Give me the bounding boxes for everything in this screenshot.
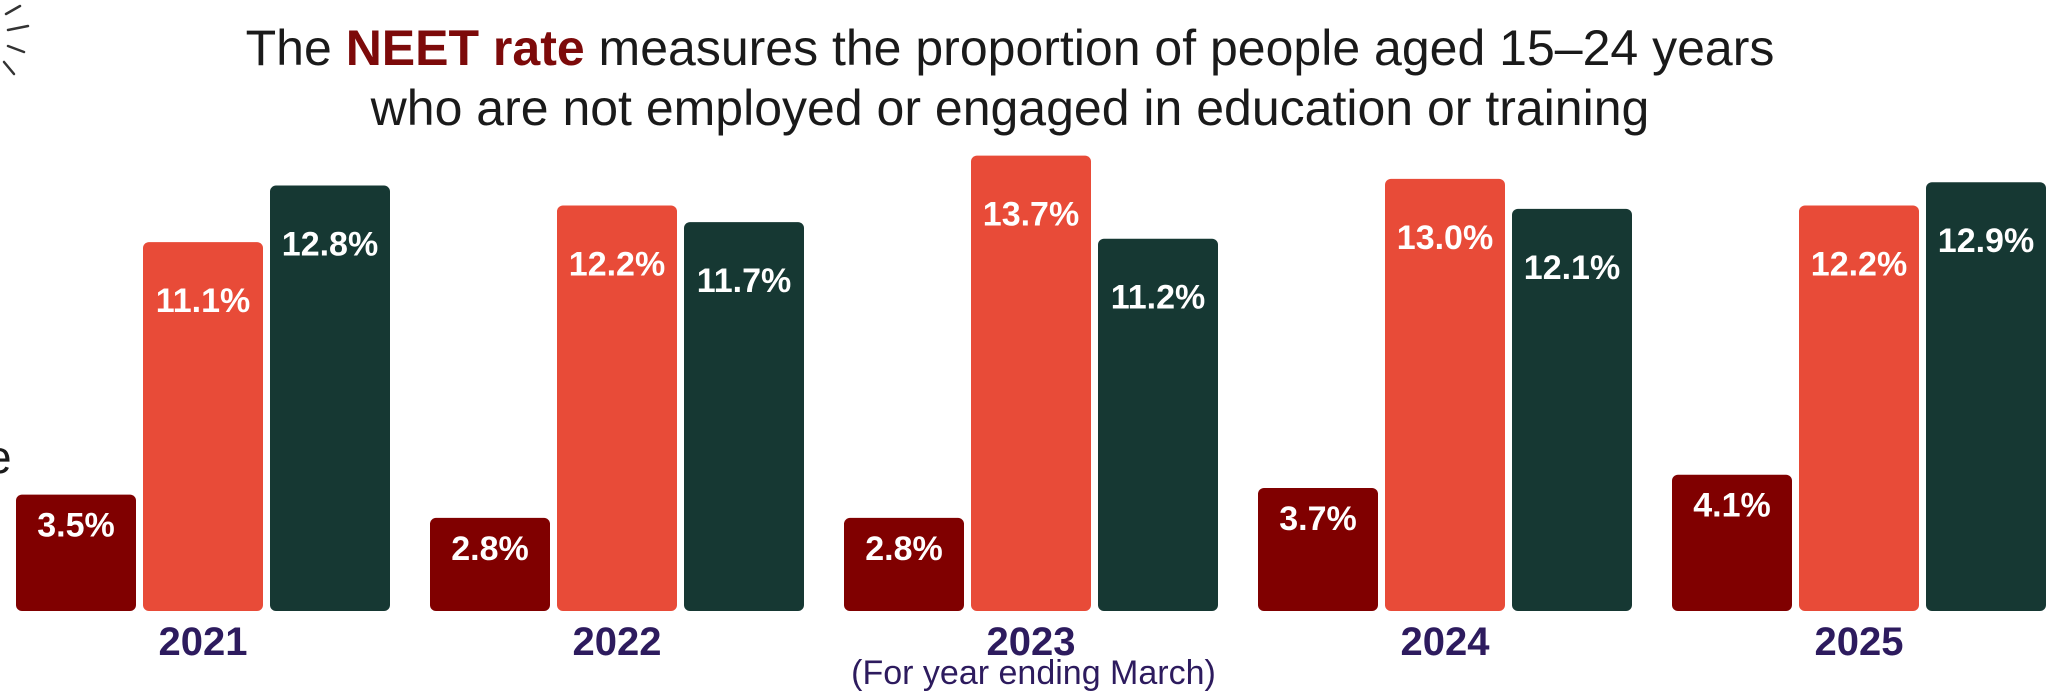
bar-2023-s3 (1098, 238, 1218, 611)
bar-2021-s1 (16, 494, 136, 611)
data-label-2023-s3: 11.2% (1111, 279, 1206, 317)
data-label-2025-s2: 12.2% (1811, 246, 1907, 284)
title-prefix: The (245, 20, 346, 76)
title-line1-rest: measures the proportion of people aged 1… (584, 20, 1775, 76)
x-tick-label-2022: 2022 (573, 620, 662, 664)
bar-2025-s2 (1799, 205, 1919, 611)
data-label-2022-s2: 12.2% (569, 246, 665, 284)
data-label-2022-s1: 2.8% (451, 530, 529, 568)
title-line-1: The NEET rate measures the proportion of… (170, 18, 1850, 78)
data-label-2025-s3: 12.9% (1938, 222, 2034, 260)
bar-2023-s1 (844, 517, 964, 611)
data-label-2024-s2: 13.0% (1397, 219, 1493, 257)
bar-2022-s2 (557, 205, 677, 611)
title-line-2: who are not employed or engaged in educa… (370, 80, 1650, 136)
bar-2025-s3 (1926, 182, 2046, 611)
x-axis-note: (For year ending March) (851, 654, 1216, 692)
bar-2024-s2 (1385, 178, 1505, 611)
bar-2021-s3 (270, 185, 390, 611)
data-label-2024-s1: 3.7% (1279, 500, 1357, 538)
x-tick-label-2024: 2024 (1401, 620, 1491, 664)
data-label-2021-s1: 3.5% (37, 507, 115, 545)
x-tick-label-2023: 2023 (987, 620, 1076, 664)
x-tick-label-2021: 2021 (159, 620, 248, 664)
bar-2025-s1 (1672, 474, 1792, 611)
x-tick-label-2025: 2025 (1815, 620, 1904, 664)
data-label-2021-s2: 11.1% (156, 282, 251, 320)
bar-2024-s3 (1512, 208, 1632, 611)
bar-2022-s3 (684, 222, 804, 611)
cropped-text-fragment: e (0, 430, 12, 484)
bar-2024-s1 (1258, 488, 1378, 611)
data-label-2025-s1: 4.1% (1693, 487, 1771, 525)
bar-2021-s2 (143, 242, 263, 611)
data-label-2022-s3: 11.7% (697, 262, 792, 300)
bar-2023-s2 (971, 155, 1091, 612)
sunburst-decoration-icon (2, 4, 30, 76)
data-label-2023-s2: 13.7% (983, 196, 1079, 234)
chart-title: The NEET rate measures the proportion of… (170, 18, 1850, 138)
title-highlight: NEET rate (345, 20, 585, 76)
bar-2022-s1 (430, 517, 550, 611)
data-label-2023-s1: 2.8% (865, 530, 943, 568)
data-label-2024-s3: 12.1% (1524, 249, 1620, 287)
data-label-2021-s3: 12.8% (282, 226, 378, 264)
